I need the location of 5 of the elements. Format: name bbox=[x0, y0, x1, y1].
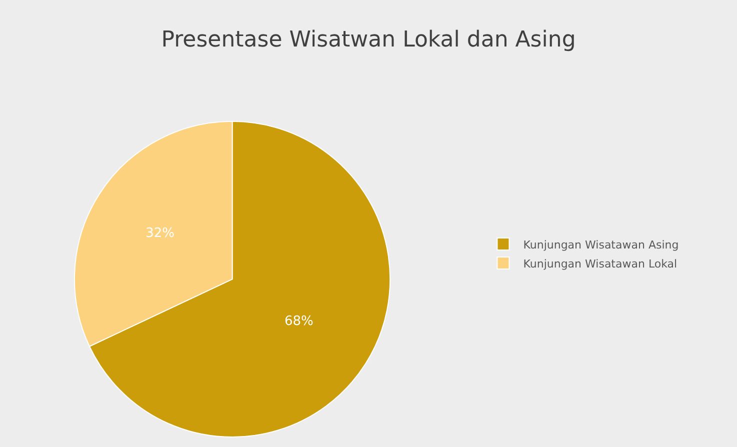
data-label: 68% bbox=[284, 314, 314, 329]
legend-label: Kunjungan Wisatawan Asing bbox=[523, 238, 679, 252]
chart-title: Presentase Wisatwan Lokal dan Asing bbox=[161, 28, 576, 53]
data-label: 32% bbox=[146, 226, 174, 241]
legend-label: Kunjungan Wisatawan Lokal bbox=[523, 257, 678, 270]
